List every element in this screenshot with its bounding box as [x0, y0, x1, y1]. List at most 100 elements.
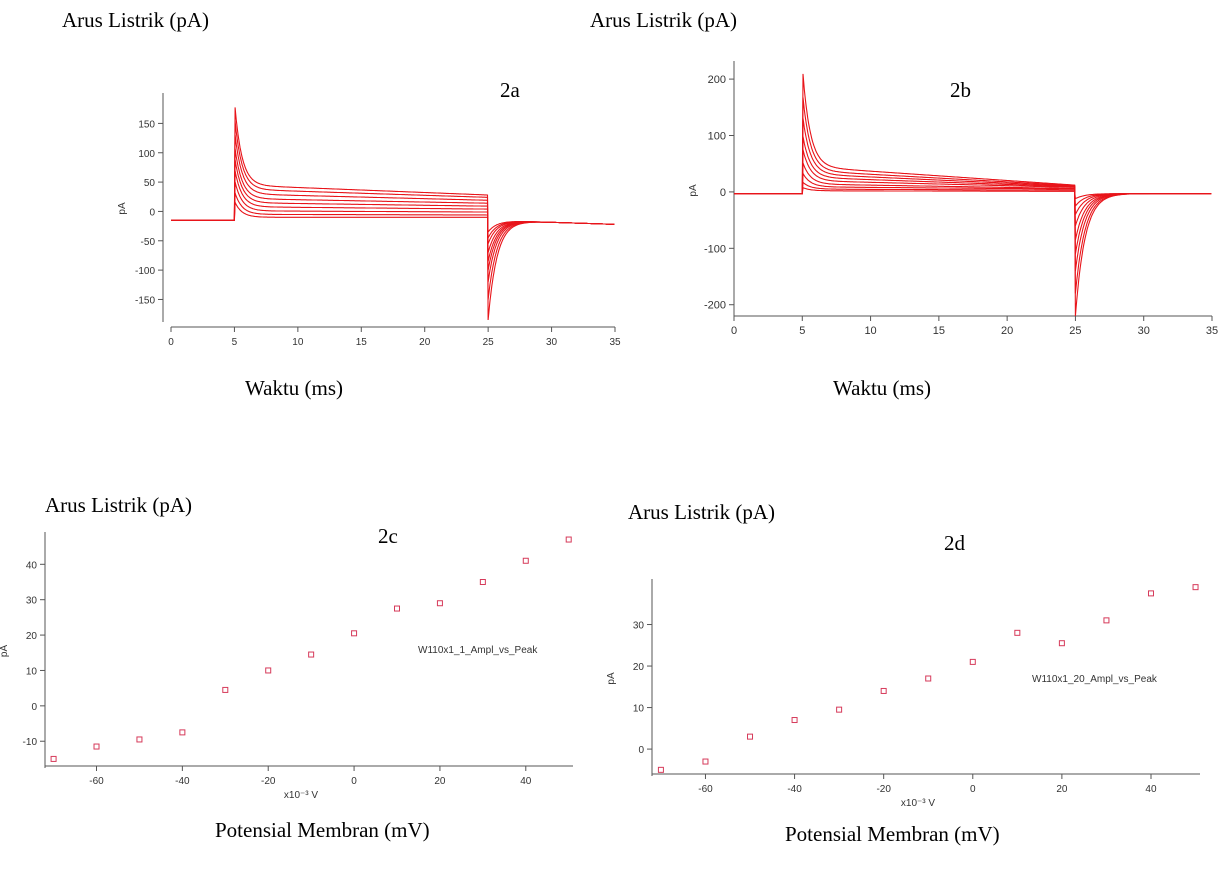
x-axis-label-2c: x10⁻³ V	[284, 790, 319, 801]
x-tick-label-2c: -40	[175, 776, 190, 787]
data-point-2d	[1192, 584, 1199, 591]
panel-2d-xlabel-caption: Potensial Membran (mV)	[785, 822, 1000, 846]
x-tick-label-2a: 10	[292, 337, 304, 348]
data-point-2c	[222, 686, 229, 693]
x-tick-label-2b: 5	[799, 325, 805, 337]
x-axis-label-2d: x10⁻³ V	[901, 798, 936, 809]
data-point-2c	[522, 557, 529, 564]
x-tick-label-2a: 15	[356, 337, 368, 348]
panel-2a-xlabel-caption: Waktu (ms)	[245, 376, 344, 400]
panel-2c-label: 2c	[378, 524, 398, 548]
x-tick-label-2d: -40	[787, 784, 802, 795]
trace-series-2b	[734, 136, 1212, 255]
x-tick-label-2b: 15	[933, 325, 945, 337]
axes-2c: -10 0 10 20 30 40 -60 -40 -20 0 20 40 pA x10⁻³ V	[0, 532, 573, 801]
x-tick-label-2c: 0	[351, 776, 357, 787]
data-point-2d	[657, 766, 664, 773]
x-tick-label-2c: 20	[434, 776, 446, 787]
data-point-2d	[880, 687, 887, 694]
traces-2a	[171, 107, 615, 321]
y-tick-label-2d: 0	[638, 745, 644, 756]
data-point-2c	[136, 736, 143, 743]
x-tick-label-2c: 40	[520, 776, 532, 787]
axes-2a: -150 -100 -50 0 50 100 150 0 5 10 15 20 25 30 35 pA	[117, 93, 621, 348]
trace-series-2b	[734, 97, 1212, 294]
data-point-2c	[394, 605, 400, 612]
panel-2c-ylabel-caption: Arus Listrik (pA)	[45, 493, 192, 517]
trace-series-2a	[171, 202, 615, 234]
x-tick-label-2d: -20	[876, 784, 891, 795]
traces-2b	[734, 73, 1212, 317]
y-tick-label-2a: -50	[141, 237, 156, 248]
data-point-2d	[969, 658, 976, 665]
x-tick-label-2a: 35	[609, 337, 621, 348]
y-tick-label-2a: -150	[135, 295, 155, 306]
x-tick-label-2b: 0	[731, 325, 737, 337]
y-tick-label-2c: -10	[23, 737, 38, 748]
data-point-2d	[747, 733, 754, 740]
y-tick-label-2c: 20	[26, 631, 38, 642]
y-tick-label-2b: -100	[704, 243, 726, 255]
y-tick-label-2d: 10	[633, 704, 645, 715]
x-tick-label-2a: 5	[232, 337, 238, 348]
x-tick-label-2a: 20	[419, 337, 431, 348]
axes-2d: 0 10 20 30 -60 -40 -20 0 20 40 pA x10⁻³ V	[606, 579, 1200, 809]
x-tick-label-2b: 35	[1206, 325, 1218, 337]
x-tick-label-2d: -60	[698, 784, 713, 795]
points-2c: W110x1_1_Ampl_vs_Peak	[50, 536, 572, 762]
y-axis-label-2c: pA	[0, 645, 10, 658]
y-tick-label-2b: 100	[708, 131, 726, 143]
data-point-2d	[925, 675, 932, 682]
y-tick-label-2a: 50	[144, 178, 156, 189]
data-point-2c	[565, 536, 572, 543]
x-tick-label-2b: 25	[1069, 325, 1081, 337]
data-point-2c	[93, 743, 100, 750]
x-tick-label-2d: 0	[970, 784, 976, 795]
y-tick-label-2b: -200	[704, 300, 726, 312]
trace-series-2b	[734, 186, 1212, 200]
x-tick-label-2c: -60	[89, 776, 104, 787]
points-2d: W110x1_20_Ampl_vs_Peak	[657, 584, 1199, 773]
panel-2c-xlabel-caption: Potensial Membran (mV)	[215, 818, 430, 842]
x-tick-label-2b: 10	[864, 325, 876, 337]
y-axis-label-2d: pA	[606, 672, 617, 685]
y-tick-label-2a: 100	[138, 149, 155, 160]
data-point-2d	[791, 717, 798, 724]
x-tick-label-2a: 0	[168, 337, 174, 348]
y-tick-label-2b: 0	[720, 187, 726, 199]
trace-series-2b	[734, 118, 1212, 271]
data-point-2c	[479, 579, 486, 585]
y-tick-label-2c: 40	[26, 560, 38, 571]
x-tick-label-2b: 30	[1138, 325, 1150, 337]
trace-series-2a	[171, 121, 615, 300]
data-point-2c	[265, 667, 272, 674]
legend-2c: W110x1_1_Ampl_vs_Peak	[418, 645, 538, 656]
trace-series-2a	[171, 192, 615, 240]
trace-series-2b	[734, 73, 1212, 317]
y-tick-label-2b: 200	[708, 74, 726, 86]
panel-2b-xlabel-caption: Waktu (ms)	[833, 376, 932, 400]
data-point-2d	[1103, 617, 1110, 624]
x-tick-label-2d: 20	[1056, 784, 1068, 795]
y-axis-label-2b: pA	[688, 184, 699, 197]
y-tick-label-2a: 0	[149, 207, 155, 218]
y-tick-label-2a: -100	[135, 266, 155, 277]
x-tick-label-2a: 30	[546, 337, 558, 348]
panel-2d-ylabel-caption: Arus Listrik (pA)	[628, 500, 775, 524]
data-point-2d	[836, 706, 843, 713]
axes-2b: -200 -100 0 100 200 0 5 10 15 20 25 30 35 pA	[688, 61, 1218, 337]
panel-2b-ylabel-caption: Arus Listrik (pA)	[590, 8, 737, 32]
y-tick-label-2d: 30	[633, 621, 645, 632]
panel-2b-label: 2b	[950, 78, 971, 102]
y-tick-label-2d: 20	[633, 662, 645, 673]
data-point-2c	[436, 600, 443, 607]
trace-series-2a	[171, 159, 615, 262]
data-point-2c	[351, 630, 358, 637]
trace-series-2a	[171, 148, 615, 271]
y-tick-label-2c: 30	[26, 596, 38, 607]
y-axis-label-2a: pA	[117, 202, 128, 215]
data-point-2d	[702, 758, 709, 765]
panel-2a-label: 2a	[500, 78, 520, 102]
x-tick-label-2d: 40	[1145, 784, 1157, 795]
